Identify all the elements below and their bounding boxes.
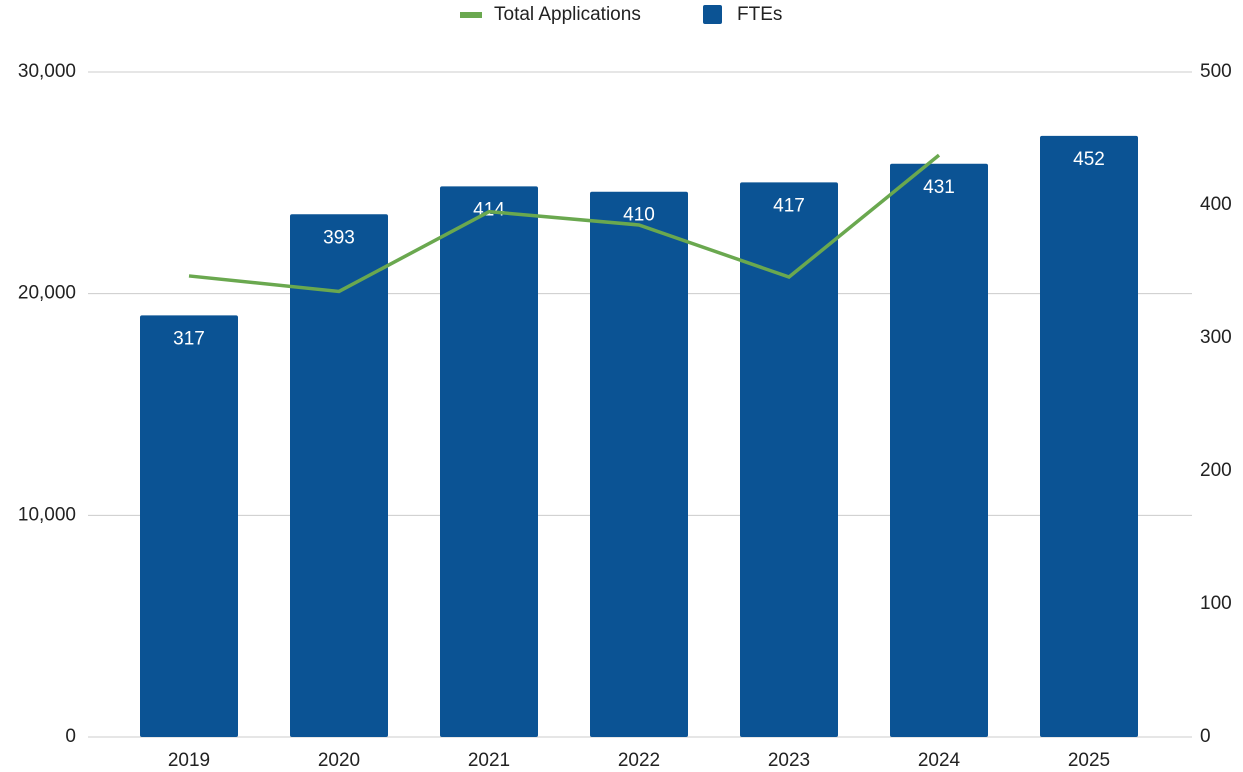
bar [290,214,388,737]
y2-tick-label: 0 [1200,726,1211,747]
legend-label: FTEs [737,4,782,25]
data-label: 410 [623,205,655,226]
y-tick-label: 0 [65,726,76,747]
y-tick-label: 10,000 [18,504,76,525]
x-tick-label: 2023 [768,750,810,771]
legend-swatch [703,5,722,24]
data-label: 393 [323,227,355,248]
y2-tick-label: 200 [1200,460,1232,481]
x-tick-label: 2024 [918,750,961,771]
x-tick-label: 2021 [468,750,510,771]
x-tick-label: 2022 [618,750,660,771]
bar [890,163,988,737]
y2-tick-label: 500 [1200,61,1232,82]
line [188,153,941,294]
data-label: 417 [773,195,805,216]
bar [140,315,238,737]
data-label: 452 [1073,149,1105,170]
y-tick-label: 20,000 [18,283,76,304]
x-tick-label: 2020 [318,750,360,771]
bar [740,182,838,737]
legend-swatch [460,12,482,18]
bar [590,191,688,737]
x-tick-label: 2019 [168,750,210,771]
bar [440,186,538,737]
y2-tick-label: 100 [1200,593,1232,614]
x-tick-label: 2025 [1068,750,1110,771]
data-label: 431 [923,177,955,198]
y2-tick-label: 300 [1200,327,1232,348]
y2-tick-label: 400 [1200,194,1232,215]
data-label: 317 [173,328,205,349]
legend-label: Total Applications [494,4,641,25]
y-tick-label: 30,000 [18,61,76,82]
bar [1040,135,1138,738]
